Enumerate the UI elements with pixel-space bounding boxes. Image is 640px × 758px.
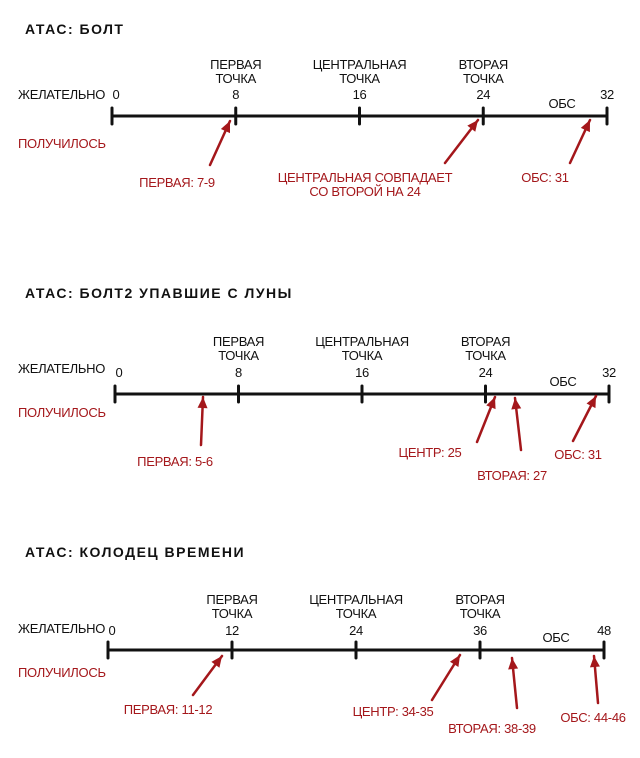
tick-label: 24 <box>478 365 493 380</box>
tick-label: 16 <box>352 87 367 102</box>
result-annotation: ВТОРАЯ: 38-39 <box>448 721 536 736</box>
point-header: ТОЧКА <box>341 348 383 363</box>
result-annotation: ОБС: 31 <box>554 447 602 462</box>
result-label: ПОЛУЧИЛОСЬ <box>18 405 106 420</box>
point-header: ТОЧКА <box>211 606 253 621</box>
point-header: ЦЕНТРАЛЬНАЯ <box>315 334 409 349</box>
obs-label: ОБС <box>549 374 577 389</box>
point-header: ТОЧКА <box>335 606 377 621</box>
point-header: ТОЧКА <box>459 606 501 621</box>
arrowhead-icon <box>486 397 496 410</box>
obs-label: ОБС <box>548 96 576 111</box>
section-title: АТАС: БОЛТ2 УПАВШИЕ С ЛУНЫ <box>25 285 293 301</box>
point-header: ЦЕНТРАЛЬНАЯ <box>309 592 403 607</box>
result-annotation: ОБС: 31 <box>521 170 569 185</box>
point-header: ТОЧКА <box>462 71 504 86</box>
point-header: ПЕРВАЯ <box>210 57 262 72</box>
tick-label: 32 <box>600 87 614 102</box>
tick-label: 0 <box>108 623 116 638</box>
result-annotation: ЦЕНТР: 25 <box>398 445 462 460</box>
arrowhead-icon <box>580 120 590 133</box>
arrowhead-icon <box>511 398 522 410</box>
section-title: АТАС: КОЛОДЕЦ ВРЕМЕНИ <box>25 544 246 560</box>
tick-label: 24 <box>476 87 491 102</box>
arrowhead-icon <box>211 656 222 668</box>
result-annotation: ВТОРАЯ: 27 <box>477 468 547 483</box>
tick-label: 36 <box>473 623 487 638</box>
result-annotation: ПЕРВАЯ: 5-6 <box>137 454 213 469</box>
point-header: ВТОРАЯ <box>458 57 509 72</box>
tick-label: 8 <box>232 87 240 102</box>
arrowhead-icon <box>586 396 596 409</box>
result-annotation: ПЕРВАЯ: 11-12 <box>123 702 213 717</box>
point-header: ТОЧКА <box>465 348 506 363</box>
section-title: АТАС: БОЛТ <box>25 21 125 37</box>
obs-label: ОБС <box>542 630 570 645</box>
result-annotation: ОБС: 44-46 <box>560 710 626 725</box>
result-annotation: ЦЕНТР: 34-35 <box>352 704 434 719</box>
point-header: ЦЕНТРАЛЬНАЯ <box>312 57 407 72</box>
result-annotation: ПЕРВАЯ: 7-9 <box>139 175 215 190</box>
arrowhead-icon <box>449 655 460 667</box>
arrowhead-icon <box>197 397 208 409</box>
tick-label: 0 <box>112 87 120 102</box>
tick-label: 48 <box>597 623 611 638</box>
arrowhead-icon <box>467 120 478 132</box>
tick-label: 12 <box>225 623 239 638</box>
point-header: ТОЧКА <box>215 71 257 86</box>
arrowhead-icon <box>589 656 600 668</box>
arrowhead-icon <box>508 658 519 670</box>
result-label: ПОЛУЧИЛОСЬ <box>18 136 106 151</box>
point-header: ВТОРАЯ <box>460 334 511 349</box>
tick-label: 0 <box>115 365 123 380</box>
desired-label: ЖЕЛАТЕЛЬНО <box>18 87 106 102</box>
point-header: ПЕРВАЯ <box>206 592 258 607</box>
tick-label: 24 <box>349 623 363 638</box>
tick-label: 16 <box>355 365 369 380</box>
tick-label: 32 <box>602 365 616 380</box>
point-header: ТОЧКА <box>218 348 259 363</box>
desired-label: ЖЕЛАТЕЛЬНО <box>18 361 106 376</box>
result-label: ПОЛУЧИЛОСЬ <box>18 665 106 680</box>
desired-label: ЖЕЛАТЕЛЬНО <box>18 621 106 636</box>
result-annotation: СО ВТОРОЙ НА 24 <box>309 184 421 199</box>
tick-label: 8 <box>235 365 242 380</box>
arrowhead-icon <box>220 121 230 134</box>
result-annotation: ЦЕНТРАЛЬНАЯ СОВПАДАЕТ <box>277 170 453 185</box>
point-header: ПЕРВАЯ <box>212 334 265 349</box>
point-header: ТОЧКА <box>339 71 380 86</box>
point-header: ВТОРАЯ <box>455 592 505 607</box>
